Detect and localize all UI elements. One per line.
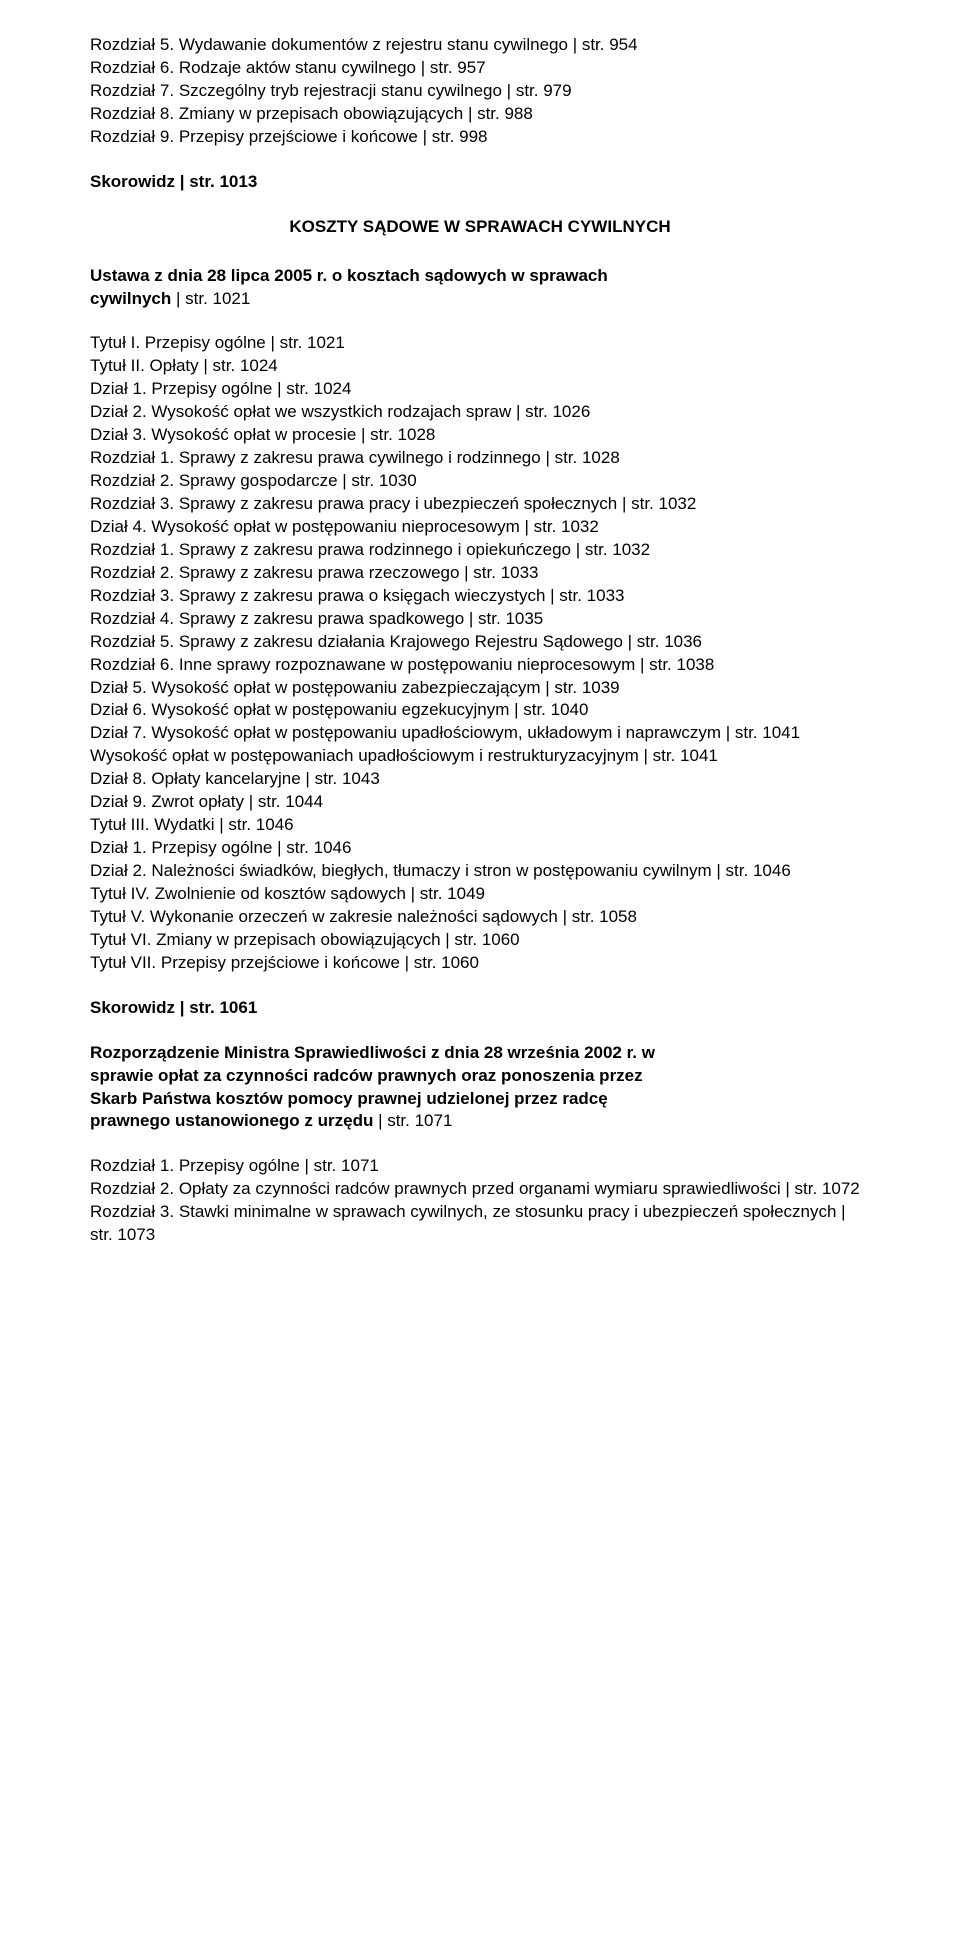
rozp-bold-line2: sprawie opłat za czynności radców prawny… bbox=[90, 1066, 643, 1085]
toc-entry: Dział 4. Wysokość opłat w postępowaniu n… bbox=[90, 516, 870, 539]
toc-entry: Rozdział 7. Szczególny tryb rejestracji … bbox=[90, 80, 870, 103]
toc-entry: Rozdział 1. Przepisy ogólne | str. 1071 bbox=[90, 1155, 870, 1178]
toc-entry: Dział 5. Wysokość opłat w postępowaniu z… bbox=[90, 677, 870, 700]
toc-entry: Rozdział 3. Sprawy z zakresu prawa o ksi… bbox=[90, 585, 870, 608]
toc-block-1: Rozdział 5. Wydawanie dokumentów z rejes… bbox=[90, 34, 870, 149]
rozp-bold-line3: Skarb Państwa kosztów pomocy prawnej udz… bbox=[90, 1089, 608, 1108]
toc-block-3: Rozdział 1. Przepisy ogólne | str. 1071 … bbox=[90, 1155, 870, 1247]
ustawa-heading: Ustawa z dnia 28 lipca 2005 r. o kosztac… bbox=[90, 265, 870, 311]
toc-entry: Dział 1. Przepisy ogólne | str. 1024 bbox=[90, 378, 870, 401]
ustawa-bold-line2: cywilnych bbox=[90, 289, 171, 308]
toc-entry: Rozdział 2. Sprawy gospodarcze | str. 10… bbox=[90, 470, 870, 493]
toc-entry: Dział 6. Wysokość opłat w postępowaniu e… bbox=[90, 699, 870, 722]
toc-entry: Tytuł IV. Zwolnienie od kosztów sądowych… bbox=[90, 883, 870, 906]
toc-entry: Dział 7. Wysokość opłat w postępowaniu u… bbox=[90, 722, 870, 745]
toc-entry: Wysokość opłat w postępowaniach upadłośc… bbox=[90, 745, 870, 768]
toc-entry: Rozdział 2. Sprawy z zakresu prawa rzecz… bbox=[90, 562, 870, 585]
section-heading-koszty: KOSZTY SĄDOWE W SPRAWACH CYWILNYCH bbox=[90, 216, 870, 239]
rozp-bold-line1: Rozporządzenie Ministra Sprawiedliwości … bbox=[90, 1043, 655, 1062]
ustawa-bold-line1: Ustawa z dnia 28 lipca 2005 r. o kosztac… bbox=[90, 266, 608, 285]
toc-entry: Tytuł III. Wydatki | str. 1046 bbox=[90, 814, 870, 837]
ustawa-page-ref: | str. 1021 bbox=[171, 289, 250, 308]
toc-entry: Dział 1. Przepisy ogólne | str. 1046 bbox=[90, 837, 870, 860]
toc-entry: Rozdział 4. Sprawy z zakresu prawa spadk… bbox=[90, 608, 870, 631]
toc-entry: Rozdział 1. Sprawy z zakresu prawa cywil… bbox=[90, 447, 870, 470]
toc-entry: Rozdział 5. Sprawy z zakresu działania K… bbox=[90, 631, 870, 654]
toc-entry: Rozdział 6. Rodzaje aktów stanu cywilneg… bbox=[90, 57, 870, 80]
toc-entry: Rozdział 3. Stawki minimalne w sprawach … bbox=[90, 1201, 870, 1247]
toc-entry: Dział 8. Opłaty kancelaryjne | str. 1043 bbox=[90, 768, 870, 791]
toc-entry: Rozdział 2. Opłaty za czynności radców p… bbox=[90, 1178, 870, 1201]
toc-entry: Rozdział 3. Sprawy z zakresu prawa pracy… bbox=[90, 493, 870, 516]
toc-entry: Rozdział 9. Przepisy przejściowe i końco… bbox=[90, 126, 870, 149]
rozp-page-ref: | str. 1071 bbox=[373, 1111, 452, 1130]
toc-entry: Dział 2. Należności świadków, biegłych, … bbox=[90, 860, 870, 883]
toc-entry: Rozdział 6. Inne sprawy rozpoznawane w p… bbox=[90, 654, 870, 677]
toc-entry: Dział 2. Wysokość opłat we wszystkich ro… bbox=[90, 401, 870, 424]
toc-block-2: Tytuł I. Przepisy ogólne | str. 1021 Tyt… bbox=[90, 332, 870, 974]
toc-entry: Rozdział 5. Wydawanie dokumentów z rejes… bbox=[90, 34, 870, 57]
toc-entry: Tytuł VI. Zmiany w przepisach obowiązują… bbox=[90, 929, 870, 952]
toc-entry: Tytuł V. Wykonanie orzeczeń w zakresie n… bbox=[90, 906, 870, 929]
skorowidz-1: Skorowidz | str. 1013 bbox=[90, 171, 870, 194]
toc-entry: Rozdział 1. Sprawy z zakresu prawa rodzi… bbox=[90, 539, 870, 562]
toc-entry: Tytuł VII. Przepisy przejściowe i końcow… bbox=[90, 952, 870, 975]
toc-entry: Tytuł II. Opłaty | str. 1024 bbox=[90, 355, 870, 378]
toc-entry: Dział 3. Wysokość opłat w procesie | str… bbox=[90, 424, 870, 447]
skorowidz-2: Skorowidz | str. 1061 bbox=[90, 997, 870, 1020]
toc-entry: Dział 9. Zwrot opłaty | str. 1044 bbox=[90, 791, 870, 814]
toc-entry: Rozdział 8. Zmiany w przepisach obowiązu… bbox=[90, 103, 870, 126]
rozporzadzenie-heading: Rozporządzenie Ministra Sprawiedliwości … bbox=[90, 1042, 870, 1134]
rozp-bold-line4: prawnego ustanowionego z urzędu bbox=[90, 1111, 373, 1130]
document-page: Rozdział 5. Wydawanie dokumentów z rejes… bbox=[0, 0, 960, 1307]
toc-entry: Tytuł I. Przepisy ogólne | str. 1021 bbox=[90, 332, 870, 355]
